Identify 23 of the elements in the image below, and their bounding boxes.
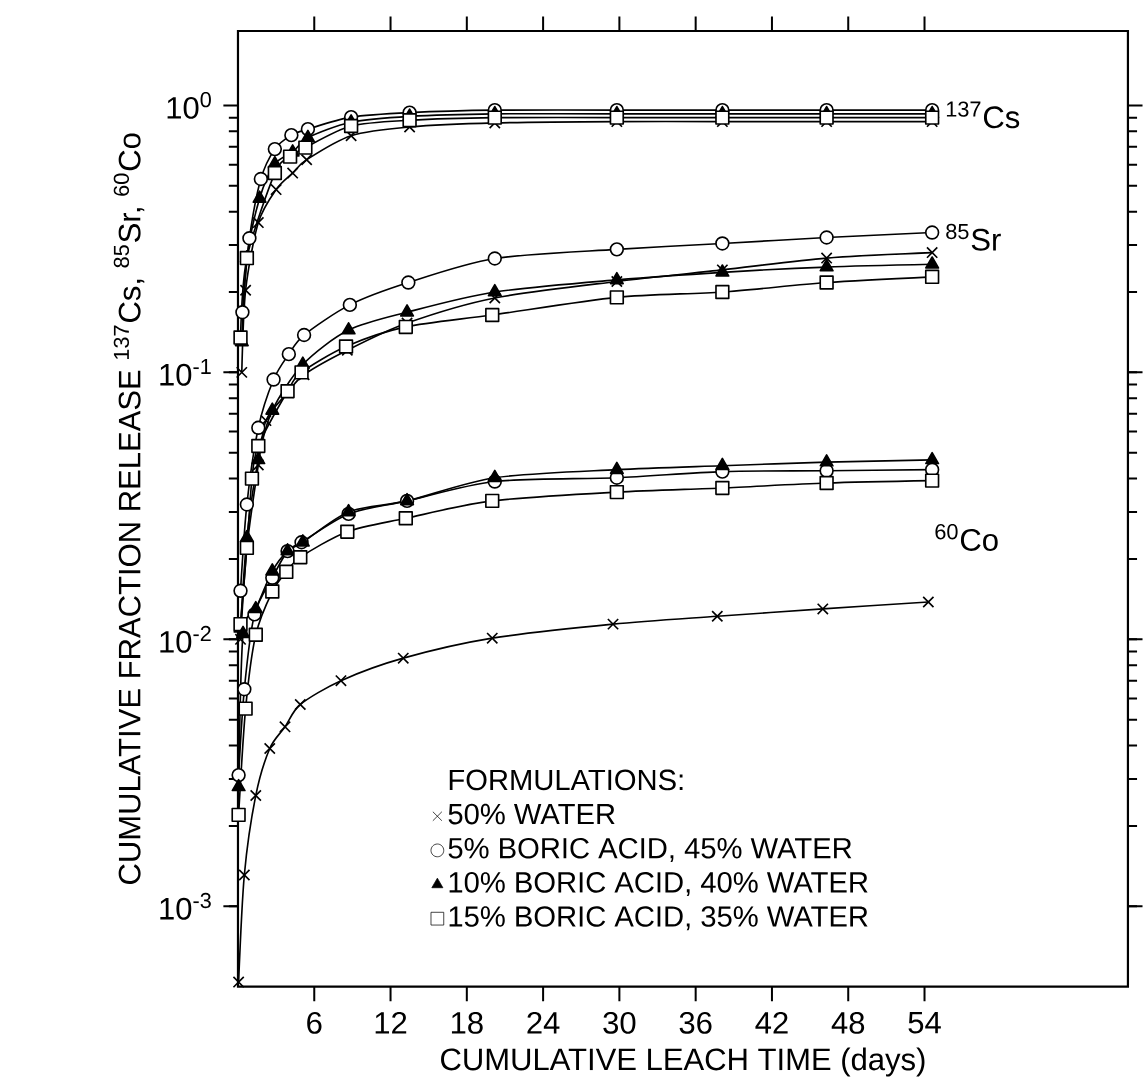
legend-label: 15% BORIC ACID, 35% WATER (449, 906, 868, 931)
legend-label: 50% WATER (448, 803, 615, 825)
y-tick-label: 10$^{-3}$ (160, 892, 211, 920)
x-tick-label: 18 (451, 1011, 483, 1034)
x-axis-title: CUMULATIVE LEACH TIME (days) (441, 1047, 925, 1077)
legend-label: 5% BORIC ACID, 45% WATER (448, 837, 852, 863)
y-tick-label: 10$^{-2}$ (160, 625, 211, 653)
x-tick-label: 48 (831, 1011, 865, 1034)
annotation: $^{60}$Co (935, 524, 998, 552)
x-tick-label: 36 (679, 1011, 712, 1034)
y-tick-label: 10$^{0}$ (167, 92, 211, 119)
annotation: $^{137}$Cs (946, 101, 1020, 129)
x-tick-label: 54 (908, 1011, 941, 1034)
x-tick-label: 12 (375, 1011, 407, 1034)
legend-label: 10% BORIC ACID, 40% WATER (449, 872, 868, 897)
x-tick-label: 24 (527, 1011, 560, 1034)
legend-title: FORMULATIONS: (449, 769, 683, 791)
annotation: $^{85}$Sr (946, 223, 1001, 251)
y-axis-title: CUMULATIVE FRACTION RELEASE $^{137}$Cs, $^{85}$Sr, $^{60}$Co (113, 133, 145, 884)
x-tick-label: 42 (755, 1011, 788, 1034)
y-tick-label: 10$^{-1}$ (160, 359, 211, 386)
x-tick-label: 30 (603, 1011, 636, 1034)
x-tick-label: 6 (307, 1011, 322, 1034)
